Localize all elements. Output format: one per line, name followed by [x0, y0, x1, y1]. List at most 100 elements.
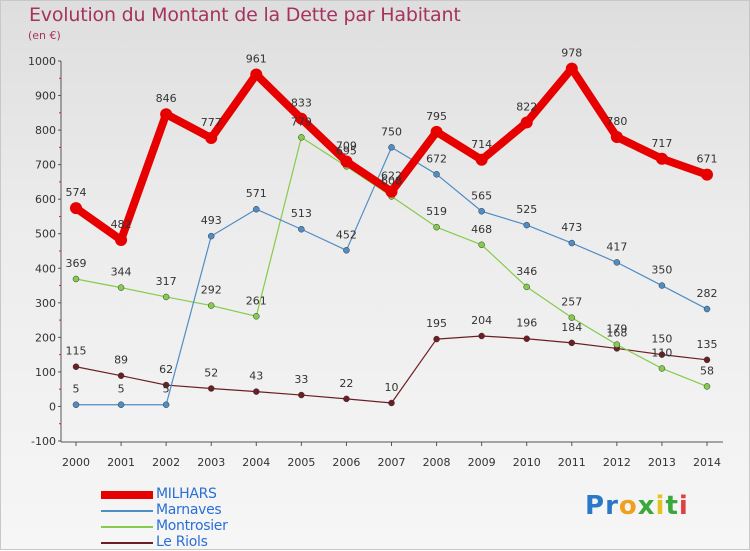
- data-label: 709: [336, 140, 357, 153]
- data-label: 150: [651, 333, 672, 346]
- data-label: 168: [606, 326, 627, 339]
- x-tick-label: 2007: [378, 456, 406, 469]
- data-label: 513: [291, 207, 312, 220]
- data-point: [295, 112, 308, 125]
- data-point: [703, 356, 711, 364]
- data-label: 473: [561, 221, 582, 234]
- legend: MILHARS Marnaves Montrosier Le Riols: [101, 486, 301, 551]
- data-point: [298, 391, 305, 399]
- data-label: 622: [381, 170, 402, 183]
- data-point: [162, 381, 170, 389]
- y-tick-label: 1000: [28, 55, 56, 68]
- data-label: 344: [111, 266, 132, 279]
- data-point: [250, 68, 263, 81]
- data-point: [523, 335, 530, 342]
- data-label: 22: [339, 377, 353, 390]
- x-tick-label: 2001: [107, 456, 135, 469]
- data-point: [523, 221, 530, 229]
- x-tick-label: 2012: [603, 456, 631, 469]
- data-point: [117, 284, 125, 291]
- data-label: 961: [246, 52, 267, 65]
- data-point: [430, 125, 443, 138]
- data-point: [478, 208, 485, 215]
- data-point: [343, 395, 350, 403]
- x-tick-label: 2006: [332, 456, 360, 469]
- data-label: 10: [385, 381, 399, 394]
- data-point: [658, 351, 666, 358]
- data-point: [207, 302, 215, 309]
- data-label: 257: [561, 296, 582, 309]
- legend-label: Marnaves: [156, 502, 222, 518]
- x-tick-label: 2009: [468, 456, 496, 469]
- data-point: [658, 282, 666, 289]
- y-tick-label: 100: [35, 366, 56, 379]
- data-point: [253, 388, 260, 395]
- data-point: [72, 363, 80, 370]
- data-label: 369: [66, 257, 87, 270]
- y-tick-label: 500: [35, 228, 56, 241]
- data-label: 493: [201, 214, 222, 227]
- data-point: [568, 314, 576, 321]
- data-point: [298, 134, 305, 141]
- data-point: [388, 144, 395, 151]
- x-tick-label: 2002: [152, 456, 180, 469]
- data-point: [610, 131, 623, 143]
- data-label: 717: [651, 137, 672, 150]
- data-label: 33: [294, 373, 308, 386]
- data-point: [117, 401, 125, 408]
- data-point: [613, 259, 621, 266]
- data-label: 317: [156, 275, 177, 288]
- data-point: [162, 293, 170, 301]
- legend-item: Marnaves: [101, 502, 301, 519]
- data-point: [701, 168, 713, 181]
- legend-swatch: [101, 526, 153, 528]
- data-label: 777: [201, 116, 222, 129]
- data-label: 5: [118, 383, 125, 396]
- chart-title: Evolution du Montant de la Dette par Hab…: [29, 4, 461, 26]
- y-tick-label: 200: [35, 331, 56, 344]
- data-label: 196: [516, 317, 537, 330]
- data-label: 292: [201, 284, 222, 297]
- data-label: 204: [471, 314, 492, 327]
- y-tick-label: 0: [49, 400, 56, 413]
- data-label: 750: [381, 125, 402, 138]
- x-tick-label: 2014: [693, 456, 721, 469]
- legend-swatch: [101, 542, 153, 544]
- x-tick-label: 2004: [242, 456, 270, 469]
- data-label: 833: [291, 97, 312, 110]
- data-label: 795: [426, 110, 447, 123]
- data-point: [207, 385, 215, 392]
- y-tick-label: -100: [31, 435, 56, 448]
- data-point: [115, 233, 128, 246]
- data-label: 115: [66, 345, 87, 358]
- data-point: [253, 313, 260, 320]
- data-point: [565, 62, 578, 75]
- y-tick-label: 700: [35, 159, 56, 172]
- data-label: 714: [471, 138, 492, 151]
- data-label: 346: [516, 265, 537, 278]
- data-point: [207, 232, 215, 240]
- legend-swatch: [101, 510, 153, 512]
- y-tick-label: 900: [35, 90, 56, 103]
- data-label: 179: [606, 323, 627, 336]
- data-label: 195: [426, 317, 447, 330]
- data-label: 525: [516, 203, 537, 216]
- legend-swatch: [101, 491, 153, 499]
- data-label: 282: [697, 287, 718, 300]
- legend-label: Le Riols: [156, 534, 208, 550]
- x-tick-label: 2013: [648, 456, 676, 469]
- data-point: [568, 239, 576, 247]
- data-label: 695: [336, 144, 357, 157]
- data-label: 5: [73, 383, 80, 396]
- data-label: 978: [561, 47, 582, 60]
- data-label: 62: [159, 363, 173, 376]
- data-label: 110: [651, 346, 672, 359]
- data-point: [475, 153, 488, 166]
- data-label: 482: [111, 218, 132, 231]
- data-point: [523, 283, 530, 291]
- data-point: [205, 132, 218, 145]
- data-label: 58: [700, 364, 714, 377]
- x-tick-label: 2010: [513, 456, 541, 469]
- data-point: [72, 401, 80, 408]
- legend-item: Montrosier: [101, 518, 301, 535]
